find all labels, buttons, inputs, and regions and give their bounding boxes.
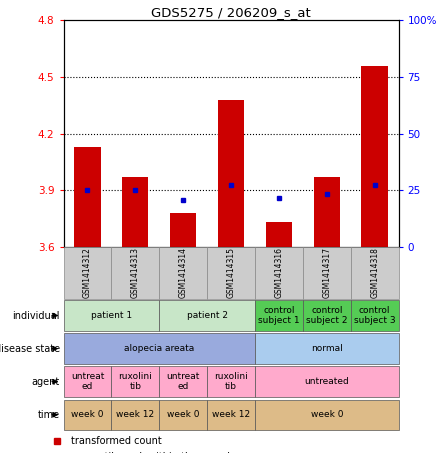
Text: control
subject 3: control subject 3 (354, 306, 396, 325)
Text: week 12: week 12 (116, 410, 154, 419)
Bar (122, 177, 148, 247)
Text: transformed count: transformed count (71, 436, 162, 446)
Text: ruxolini
tib: ruxolini tib (118, 372, 152, 391)
Text: patient 1: patient 1 (91, 311, 132, 320)
Bar (303, 247, 351, 299)
Bar (255, 300, 303, 331)
Text: agent: agent (32, 376, 60, 387)
Text: week 12: week 12 (212, 410, 250, 419)
Bar (111, 247, 159, 299)
Bar (207, 400, 255, 430)
Bar (159, 366, 207, 397)
Bar (255, 366, 399, 397)
Text: time: time (38, 410, 60, 420)
Text: normal: normal (311, 344, 343, 353)
Text: week 0: week 0 (311, 410, 343, 419)
Text: individual: individual (13, 310, 60, 321)
Bar (64, 300, 159, 331)
Text: untreat
ed: untreat ed (71, 372, 104, 391)
Bar (255, 333, 399, 364)
Bar (111, 366, 159, 397)
Bar (170, 213, 196, 247)
Text: control
subject 1: control subject 1 (258, 306, 300, 325)
Bar (218, 100, 244, 247)
Text: GSM1414316: GSM1414316 (275, 247, 283, 299)
Text: week 0: week 0 (71, 410, 104, 419)
Bar (303, 300, 351, 331)
Text: GSM1414318: GSM1414318 (370, 247, 379, 299)
Text: ruxolini
tib: ruxolini tib (214, 372, 248, 391)
Bar (255, 247, 303, 299)
Text: disease state: disease state (0, 343, 60, 354)
Text: GSM1414314: GSM1414314 (179, 247, 187, 299)
Bar (64, 366, 111, 397)
Bar (207, 247, 255, 299)
Text: GSM1414315: GSM1414315 (226, 247, 236, 299)
Bar (159, 300, 255, 331)
Bar (64, 247, 111, 299)
Text: patient 2: patient 2 (187, 311, 228, 320)
Bar (351, 247, 399, 299)
Text: untreated: untreated (304, 377, 349, 386)
Text: alopecia areata: alopecia areata (124, 344, 194, 353)
Bar (159, 400, 207, 430)
Bar (64, 333, 255, 364)
Text: GSM1414313: GSM1414313 (131, 247, 140, 299)
Bar (74, 147, 101, 247)
Bar (64, 400, 111, 430)
Bar (314, 177, 340, 247)
Text: control
subject 2: control subject 2 (306, 306, 347, 325)
Text: percentile rank within the sample: percentile rank within the sample (71, 452, 236, 453)
Text: untreat
ed: untreat ed (166, 372, 200, 391)
Bar (266, 222, 292, 247)
Title: GDS5275 / 206209_s_at: GDS5275 / 206209_s_at (151, 6, 311, 19)
Bar (351, 300, 399, 331)
Bar (111, 400, 159, 430)
Bar (159, 247, 207, 299)
Text: GSM1414317: GSM1414317 (322, 247, 331, 299)
Bar (361, 66, 388, 247)
Bar (207, 366, 255, 397)
Text: GSM1414312: GSM1414312 (83, 247, 92, 299)
Text: week 0: week 0 (167, 410, 199, 419)
Bar (255, 400, 399, 430)
